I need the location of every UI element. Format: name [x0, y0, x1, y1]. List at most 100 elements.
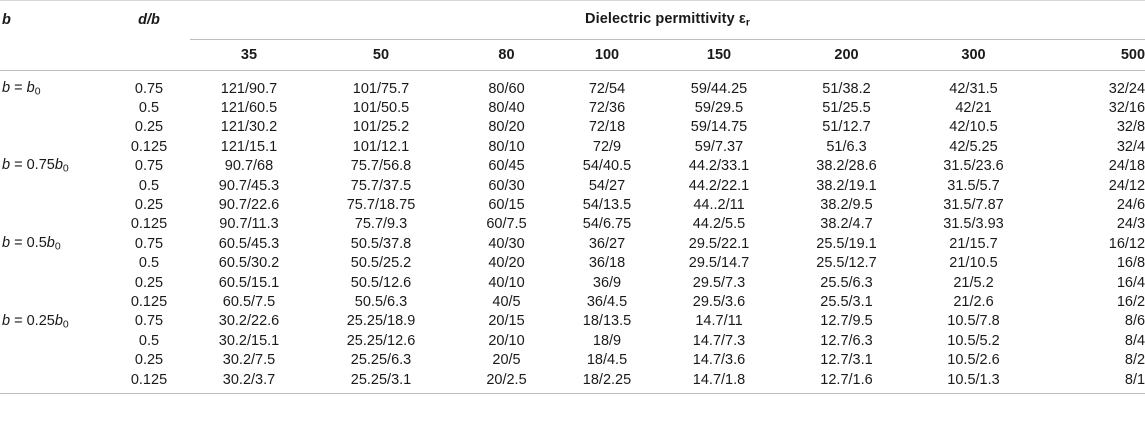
table-cell: 40/5	[492, 293, 521, 310]
table-cell: 44..2/11	[693, 197, 745, 214]
table-cell: 101/75.7	[352, 80, 410, 97]
b-label-base-var: b	[26, 79, 35, 96]
table-row: 0.5 90.7/45.3 75.7/37.5 60/30 54/27 44.2/22.1…	[0, 176, 1145, 195]
d-over-b-value: 0.125	[108, 369, 190, 395]
header-eps-value: 35	[190, 39, 308, 71]
table-row: 0.25 60.5/15.1 50.5/12.6 40/10 36/9 29.5/7.3 2…	[0, 273, 1145, 292]
table-cell: 12.7/1.6	[783, 369, 910, 395]
table-cell: 14.7/3.6	[692, 352, 746, 369]
table-row: 0.5 60.5/30.2 50.5/25.2 40/20 36/18 29.5/14.7…	[0, 254, 1145, 273]
table-cell: 60/7.5	[486, 216, 527, 233]
table-cell: 38.2/19.1	[816, 177, 877, 194]
d-over-b-value: 0.25	[134, 119, 164, 136]
table-cell: 32/8	[1116, 119, 1145, 136]
table-cell: 54/40.5	[582, 158, 632, 175]
table-cell: 80/20	[488, 119, 525, 136]
b-group-label	[0, 273, 108, 292]
b-label-base-var: b	[54, 157, 63, 174]
d-over-b-value: 0.125	[130, 138, 168, 155]
b-group-label	[0, 195, 108, 214]
table-cell: 24/18	[1108, 158, 1145, 175]
table-cell: 31.5/7.87	[943, 197, 1004, 214]
table-cell: 36/9	[592, 274, 622, 291]
table-cell: 8/1	[1037, 369, 1145, 395]
table-cell: 60.5/7.5	[222, 293, 276, 310]
d-over-b-value: 0.75	[134, 313, 164, 330]
table-cell: 72/18	[588, 119, 626, 136]
table-cell: 30.2/15.1	[218, 332, 280, 349]
header-spacer-db	[108, 39, 190, 71]
table-row: b = 0.25b0 0.75 30.2/22.6 25.25/18.9 20/15 18…	[0, 312, 1145, 331]
b-label-equals: =	[10, 157, 27, 174]
b-label-equals: =	[10, 79, 27, 96]
d-over-b-value: 0.75	[134, 235, 164, 252]
table-cell: 51/38.2	[822, 80, 871, 97]
header-row-group: b d/b Dielectric permittivity εr	[0, 0, 1145, 40]
table-header: b d/b Dielectric permittivity εr 35 50 8…	[0, 0, 1145, 71]
b-label-base-var: b	[54, 312, 63, 329]
table-cell: 30.2/3.7	[190, 369, 308, 395]
b-group-label: b = 0.75b0	[0, 157, 108, 176]
table-cell: 42/21	[955, 100, 992, 117]
table-cell: 29.5/7.3	[692, 274, 746, 291]
table-cell: 21/10.5	[949, 255, 998, 272]
table-cell: 20/5	[492, 352, 521, 369]
b-group-label	[0, 254, 108, 273]
table-cell: 50.5/12.6	[350, 274, 412, 291]
header-row-eps-values: 35 50 80 100 150 200 300 500	[0, 39, 1145, 71]
table-cell: 38.2/9.5	[820, 197, 873, 214]
table-cell: 44.2/33.1	[688, 158, 750, 175]
table-row: 0.5 30.2/15.1 25.25/12.6 20/10 18/9 14.7/7.3 1…	[0, 331, 1145, 350]
table-cell: 75.7/18.75	[346, 197, 416, 214]
b-label-var: b	[2, 157, 11, 174]
table-cell: 14.7/1.8	[655, 369, 783, 395]
table-cell: 101/25.2	[352, 119, 410, 136]
table-cell: 36/27	[588, 235, 626, 252]
table-row: 0.125 121/15.1 101/12.1 80/10 72/9 59/7.37 51/…	[0, 137, 1145, 156]
table-cell: 80/60	[488, 80, 525, 97]
table-cell: 60.5/15.1	[218, 274, 280, 291]
table-cell: 25.5/3.1	[820, 293, 873, 310]
header-spacer-b	[0, 39, 108, 71]
table-cell: 59/29.5	[694, 100, 744, 117]
table-cell: 80/10	[488, 138, 525, 155]
table-row: 0.125 60.5/7.5 50.5/6.3 40/5 36/4.5 29.5/3.6 2…	[0, 292, 1145, 311]
table-cell: 18/4.5	[586, 352, 628, 369]
table-cell: 24/12	[1108, 177, 1145, 194]
table-cell: 24/6	[1116, 197, 1145, 214]
table-cell: 8/2	[1124, 352, 1145, 369]
d-over-b-value: 0.25	[134, 352, 164, 369]
table-cell: 8/6	[1124, 313, 1145, 330]
table-cell: 121/60.5	[220, 100, 278, 117]
b-label-coefficient: 0.75	[26, 157, 55, 174]
header-group-label-subscript: r	[745, 17, 751, 29]
table-cell: 50.5/6.3	[354, 293, 408, 310]
table-cell: 12.7/6.3	[820, 332, 873, 349]
table-cell: 51/6.3	[826, 138, 867, 155]
table-row: b = 0.5b0 0.75 60.5/45.3 50.5/37.8 40/30 36/2…	[0, 234, 1145, 253]
b-label-equals: =	[10, 312, 27, 329]
table-cell: 42/31.5	[949, 80, 998, 97]
table-cell: 72/9	[592, 138, 622, 155]
table-cell: 59/44.25	[690, 80, 748, 97]
table-cell: 25.25/6.3	[350, 352, 412, 369]
b-label-coefficient: 0.5	[26, 235, 47, 252]
b-label-subscript: 0	[54, 241, 61, 253]
table-cell: 30.2/22.6	[218, 313, 280, 330]
b-group-label: b = b0	[0, 71, 108, 99]
header-eps-value: 50	[308, 39, 454, 71]
table-cell: 32/24	[1108, 80, 1145, 97]
table-cell: 42/10.5	[949, 119, 998, 136]
table-row: 0.25 30.2/7.5 25.25/6.3 20/5 18/4.5 14.7/3.6 1…	[0, 350, 1145, 369]
b-label-subscript: 0	[34, 86, 41, 98]
table-row: b = b0 0.75 121/90.7 101/75.7 80/60 72/54 59/4…	[0, 71, 1145, 99]
table-cell: 8/4	[1124, 332, 1145, 349]
table-cell: 18/13.5	[582, 313, 632, 330]
table-cell: 36/4.5	[586, 293, 628, 310]
table-cell: 59/14.75	[690, 119, 748, 136]
table-cell: 25.25/18.9	[346, 313, 416, 330]
b-group-label: b = 0.25b0	[0, 312, 108, 331]
table-cell: 51/25.5	[822, 100, 871, 117]
table-cell: 31.5/5.7	[947, 177, 1000, 194]
table-cell: 60/15	[488, 197, 525, 214]
